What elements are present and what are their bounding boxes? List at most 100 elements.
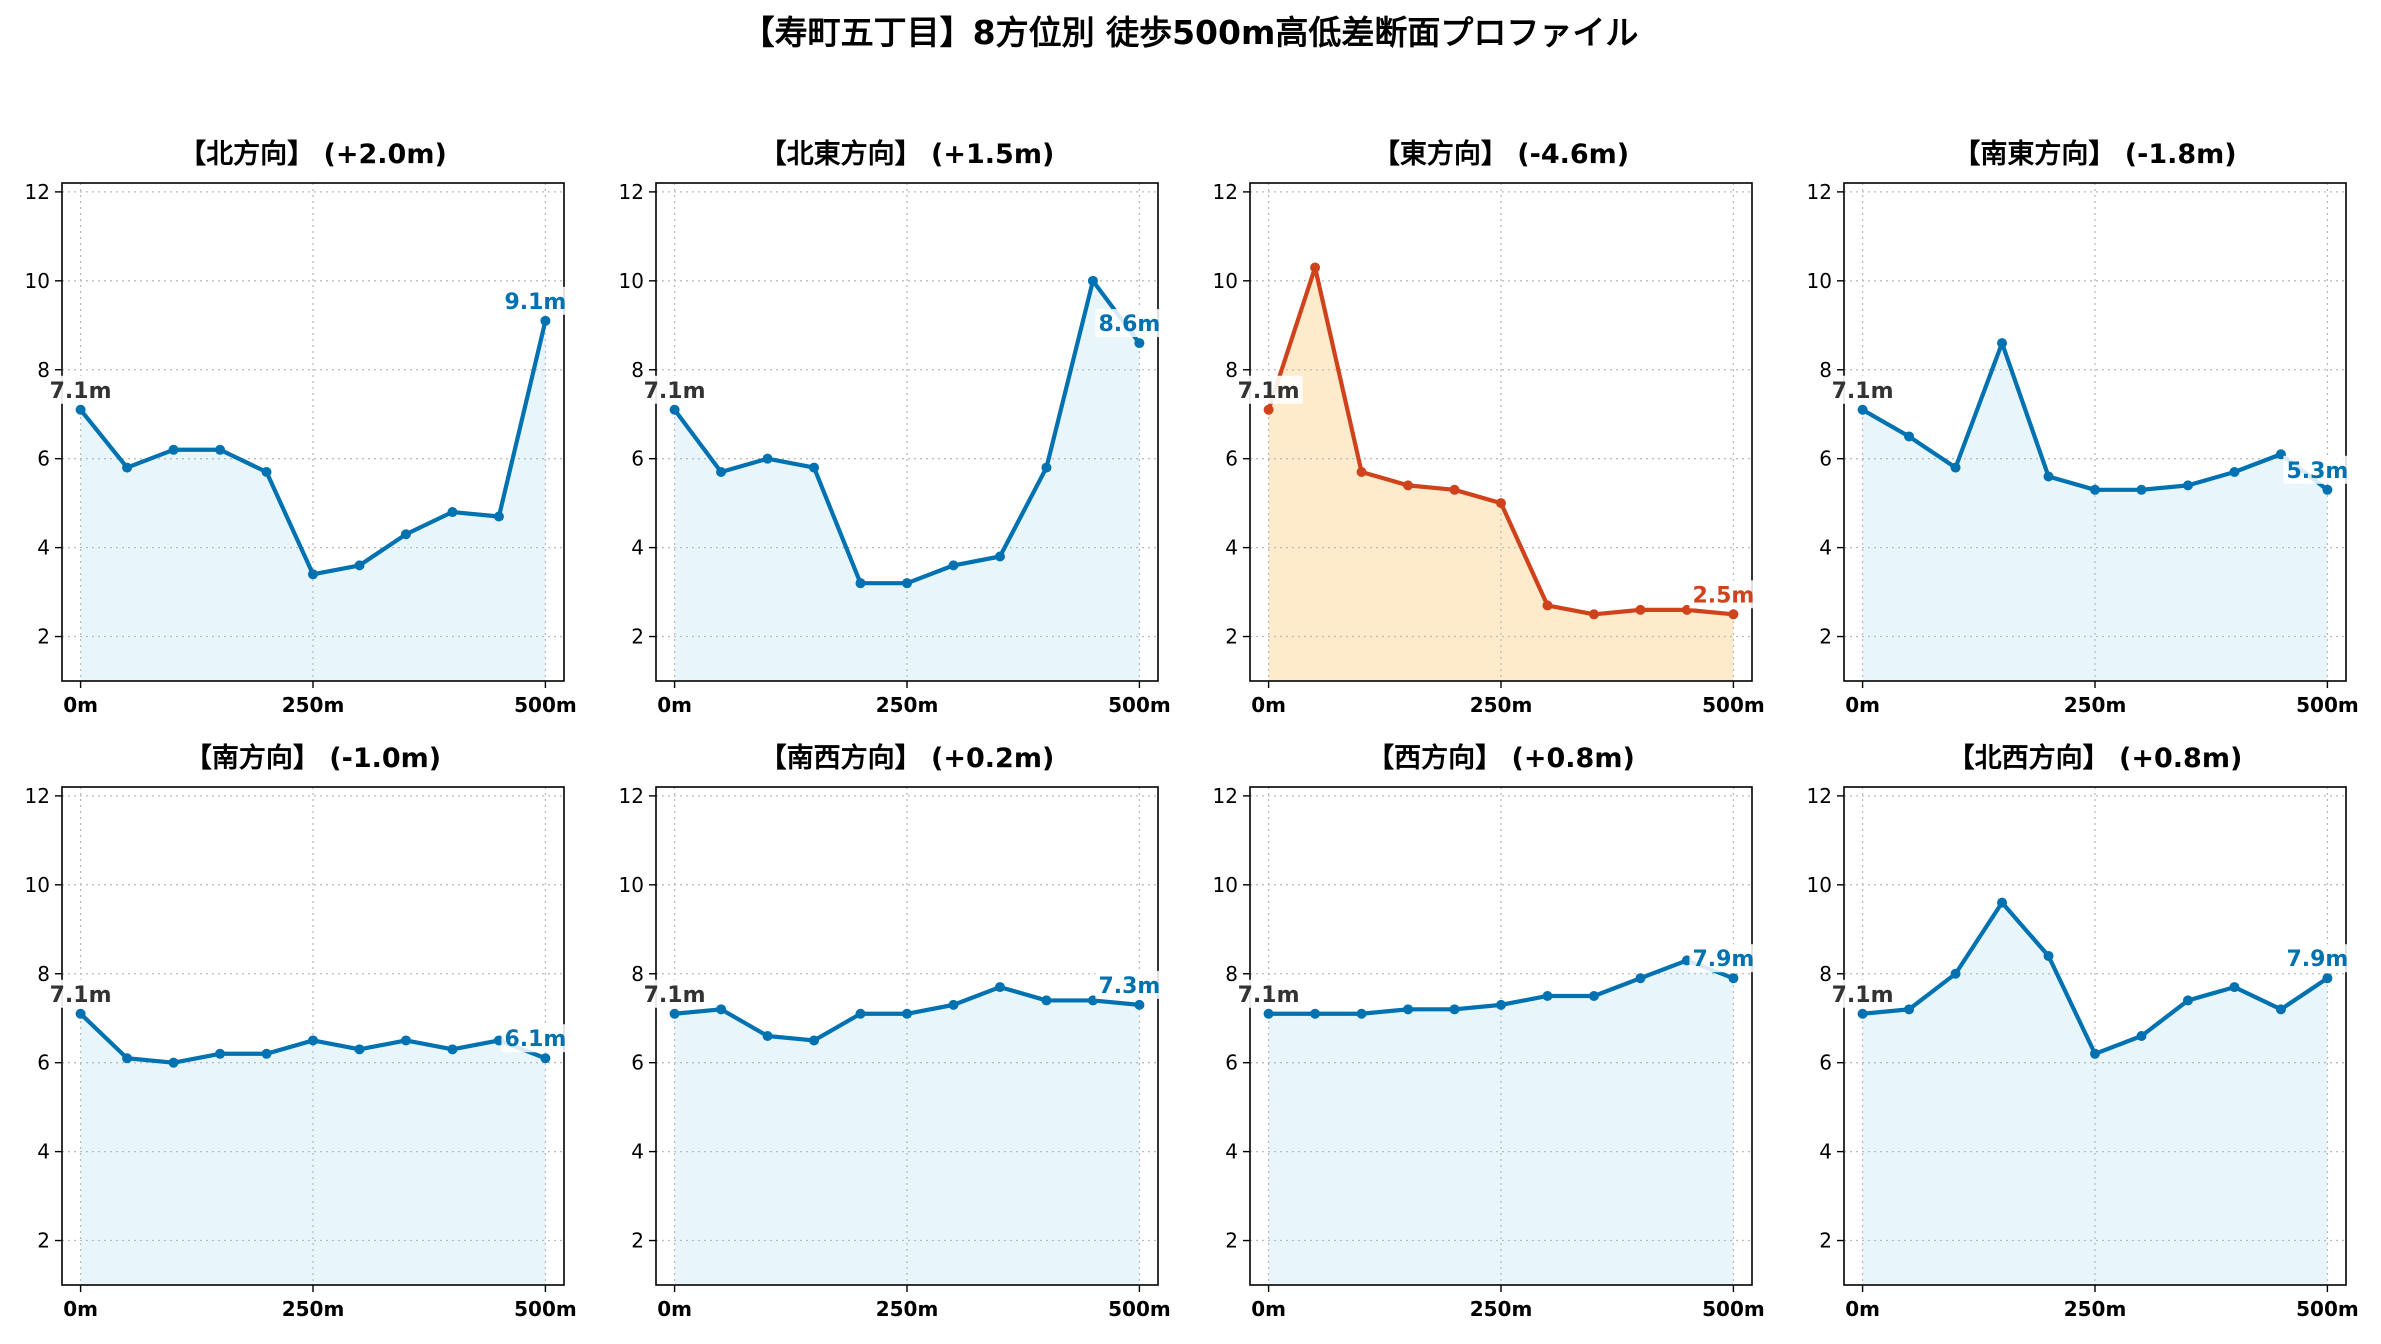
data-point (1496, 999, 1506, 1010)
x-tick-label: 500m (514, 693, 577, 717)
y-tick-label: 4 (37, 1140, 50, 1164)
end-elevation-label: 7.9m (1692, 947, 1754, 972)
data-point (354, 1044, 365, 1055)
x-tick-label: 0m (1251, 693, 1286, 717)
y-tick-label: 12 (1807, 180, 1832, 204)
elevation-area (1268, 267, 1734, 681)
data-point (2275, 1004, 2286, 1015)
start-elevation-label: 7.1m (1832, 983, 1894, 1008)
start-label-bg (1234, 979, 1303, 1008)
y-tick-label: 12 (1807, 784, 1832, 808)
x-tick-label: 0m (1845, 693, 1880, 717)
end-label-bg (1689, 944, 1758, 973)
end-elevation-label: 8.6m (1098, 312, 1160, 337)
data-point (400, 529, 411, 540)
data-point (1449, 1004, 1460, 1015)
end-elevation-label: 6.1m (504, 1027, 566, 1052)
data-point (1403, 1004, 1414, 1015)
data-point (1403, 480, 1414, 491)
data-point (261, 467, 272, 478)
y-tick-label: 4 (1225, 536, 1238, 560)
y-tick-label: 4 (1225, 1140, 1238, 1164)
start-label-bg (46, 375, 115, 404)
data-point (447, 507, 458, 518)
y-tick-label: 4 (37, 536, 50, 560)
y-tick-label: 12 (1213, 784, 1238, 808)
data-point (1728, 609, 1739, 620)
data-point (168, 1057, 179, 1068)
data-point (1857, 404, 1868, 415)
data-point (2043, 950, 2054, 961)
data-point (1134, 999, 1145, 1010)
start-elevation-label: 7.1m (1238, 379, 1300, 404)
data-point (1310, 1008, 1321, 1019)
data-point (948, 560, 959, 571)
subplot-2: 【北東方向】 (+1.5m) 2 4 6 8 10 12 0m 250m 500m 7.1m 8.6m (619, 138, 1171, 717)
subplot-title: 【北東方向】 (+1.5m) (760, 138, 1055, 170)
y-tick-label: 2 (1819, 1229, 1832, 1253)
end-elevation-label: 7.9m (2286, 947, 2348, 972)
y-tick-label: 8 (1819, 962, 1832, 986)
data-point (902, 578, 912, 589)
y-tick-label: 10 (25, 873, 50, 897)
start-label-bg (640, 979, 709, 1008)
data-point (261, 1048, 272, 1059)
data-point (855, 1008, 866, 1019)
x-tick-label: 0m (657, 693, 692, 717)
data-point (1857, 1008, 1868, 1019)
y-tick-label: 10 (619, 269, 644, 293)
data-point (1904, 431, 1915, 442)
end-label-bg (1095, 970, 1164, 999)
data-point (2090, 1048, 2100, 1059)
data-point (1635, 973, 1646, 984)
y-tick-label: 12 (619, 180, 644, 204)
data-point (1588, 990, 1599, 1001)
y-tick-label: 6 (37, 447, 50, 471)
data-point (168, 444, 179, 455)
x-tick-label: 250m (1470, 693, 1533, 717)
data-point (122, 462, 133, 473)
y-tick-label: 10 (1213, 873, 1238, 897)
x-tick-label: 500m (1702, 1297, 1765, 1321)
data-point (1449, 484, 1460, 495)
y-tick-label: 8 (631, 962, 644, 986)
y-tick-label: 4 (631, 536, 644, 560)
data-point (2322, 973, 2333, 984)
y-tick-label: 10 (25, 269, 50, 293)
data-point (1950, 968, 1961, 979)
data-point (2182, 995, 2193, 1006)
data-point (669, 404, 680, 415)
data-point (2322, 484, 2333, 495)
subplot-title: 【南方向】 (-1.0m) (185, 742, 441, 774)
end-label-bg (1689, 580, 1758, 609)
data-point (540, 315, 551, 326)
data-point (1041, 462, 1052, 473)
subplot-title: 【西方向】 (+0.8m) (1367, 742, 1635, 774)
start-label-bg (1828, 375, 1897, 404)
x-tick-label: 500m (1108, 693, 1171, 717)
y-tick-label: 10 (1213, 269, 1238, 293)
subplot-title: 【南東方向】 (-1.8m) (1953, 138, 2236, 170)
data-point (2043, 471, 2054, 482)
end-elevation-label: 2.5m (1692, 583, 1754, 608)
data-point (1263, 1008, 1274, 1019)
elevation-area (674, 280, 1140, 681)
start-elevation-label: 7.1m (644, 983, 706, 1008)
data-point (1904, 1004, 1915, 1015)
x-tick-label: 0m (1251, 1297, 1286, 1321)
y-tick-label: 2 (37, 1229, 50, 1253)
data-point (994, 982, 1005, 993)
data-point (902, 1008, 912, 1019)
data-point (1542, 600, 1553, 611)
y-tick-label: 6 (1225, 447, 1238, 471)
data-point (1950, 462, 1961, 473)
data-point (1635, 604, 1646, 615)
data-point (716, 467, 727, 478)
x-tick-label: 500m (1108, 1297, 1171, 1321)
data-point (1134, 338, 1145, 349)
data-point (493, 511, 504, 522)
y-tick-label: 2 (37, 625, 50, 649)
x-tick-label: 0m (1845, 1297, 1880, 1321)
data-point (855, 578, 866, 589)
y-tick-label: 10 (619, 873, 644, 897)
